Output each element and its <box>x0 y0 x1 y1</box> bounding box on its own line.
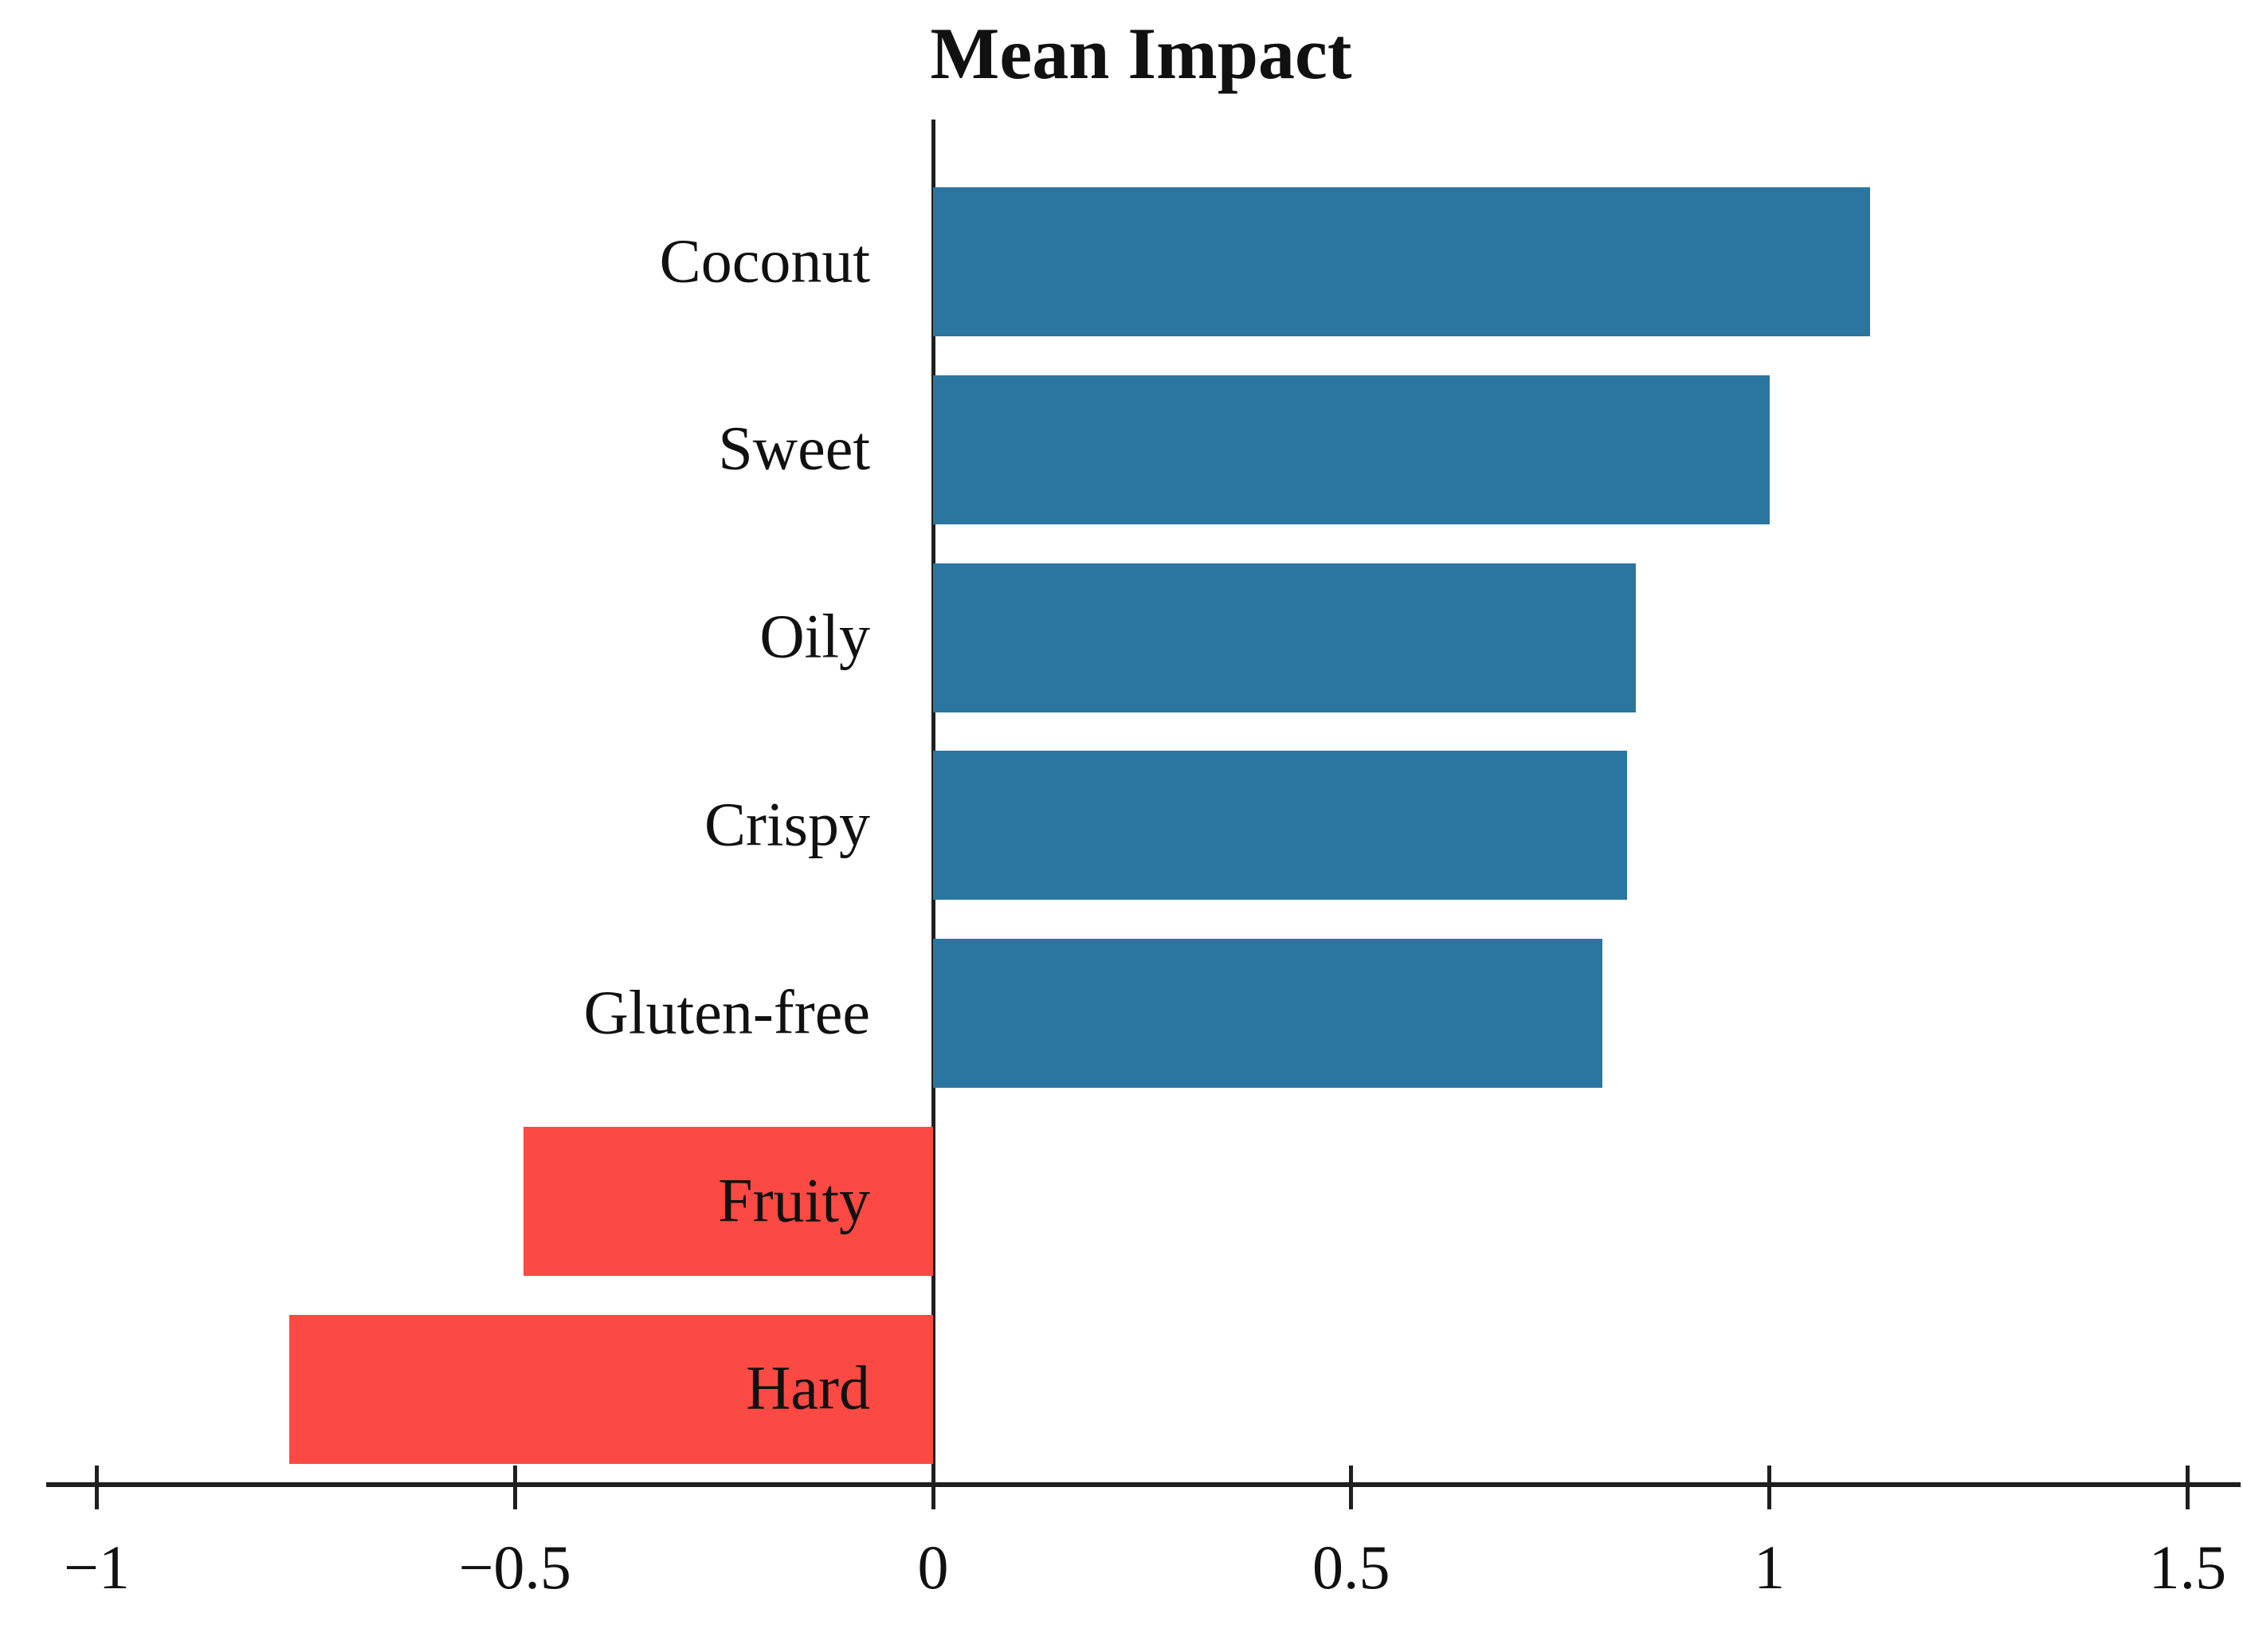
bar-sweet <box>933 375 1770 524</box>
x-tick-mark <box>1767 1466 1772 1509</box>
category-label: Gluten-free <box>583 977 870 1047</box>
chart-title: Mean Impact <box>930 13 1352 94</box>
x-tick-label: 1.5 <box>2148 1532 2227 1602</box>
x-tick-label: −1 <box>63 1532 130 1602</box>
bar-hard <box>288 1314 933 1464</box>
x-tick-mark <box>1349 1466 1354 1509</box>
x-tick-label: 0.5 <box>1312 1532 1390 1602</box>
category-label: Oily <box>759 601 870 671</box>
x-tick-label: −0.5 <box>458 1532 571 1602</box>
x-tick-mark <box>94 1466 99 1509</box>
x-tick-label: 0 <box>917 1532 949 1602</box>
category-label: Hard <box>746 1352 870 1422</box>
category-label: Sweet <box>718 413 870 483</box>
category-label: Crispy <box>704 789 870 859</box>
x-tick-label: 1 <box>1754 1532 1786 1602</box>
x-axis-line <box>46 1482 2241 1487</box>
bar-oily <box>933 563 1636 712</box>
bar-coconut <box>933 187 1870 336</box>
x-tick-mark <box>2185 1466 2190 1509</box>
bar-fruity <box>523 1127 933 1276</box>
bar-gluten-free <box>933 939 1602 1089</box>
x-tick-mark <box>931 1466 935 1509</box>
category-label: Fruity <box>718 1164 870 1234</box>
bar-crispy <box>933 751 1628 901</box>
x-tick-mark <box>512 1466 517 1509</box>
category-label: Coconut <box>659 225 870 295</box>
